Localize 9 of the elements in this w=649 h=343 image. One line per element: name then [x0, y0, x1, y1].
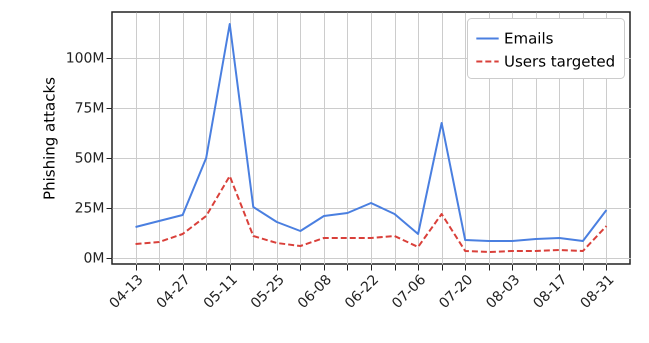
y-axis-title: Phishing attacks — [40, 76, 59, 200]
legend-label: Emails — [504, 30, 554, 48]
legend-label: Users targeted — [504, 52, 616, 70]
y-tick-label: 0M — [84, 250, 104, 266]
y-tick-label: 50M — [74, 150, 104, 166]
y-tick-label: 75M — [74, 100, 104, 116]
line-series — [134, 175, 608, 253]
y-tick-label: 25M — [74, 200, 104, 216]
y-tick-label: 100M — [66, 50, 104, 66]
